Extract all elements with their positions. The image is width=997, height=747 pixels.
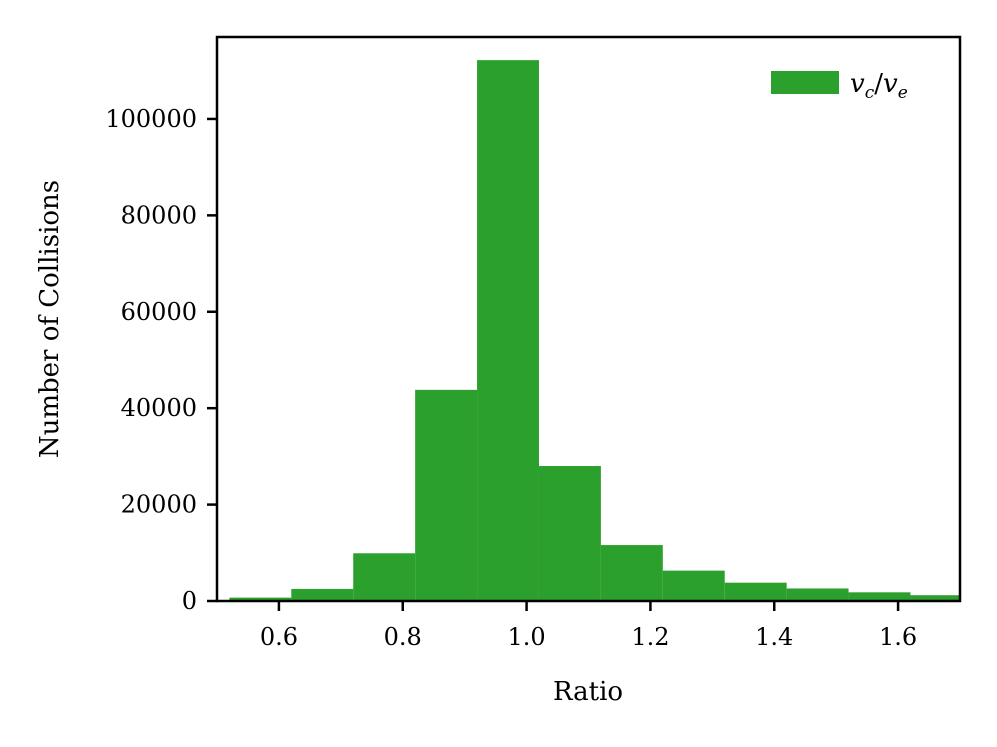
legend-swatch: [771, 71, 839, 94]
y-axis-ticks: 0 20000 40000 60000 80000 100000: [105, 105, 217, 615]
x-axis-label: Ratio: [553, 677, 623, 707]
legend-label-sub2: e: [898, 83, 908, 103]
y-tick-label: 100000: [105, 105, 197, 133]
y-tick-label: 40000: [121, 394, 197, 422]
legend-label-v1: v: [850, 69, 865, 99]
histogram-bar: [724, 582, 787, 601]
x-axis-ticks: 0.6 0.8 1.0 1.2 1.4 1.6: [260, 601, 917, 651]
legend-label-v2: v: [883, 69, 898, 99]
y-tick-label: 20000: [121, 491, 197, 519]
x-tick-label: 0.8: [384, 623, 422, 651]
legend-label-sub1: c: [865, 83, 875, 103]
x-tick-label: 1.6: [879, 623, 917, 651]
histogram-bar: [291, 588, 354, 601]
histogram-bar: [600, 545, 663, 601]
x-tick-label: 1.2: [631, 623, 669, 651]
x-tick-label: 0.6: [260, 623, 298, 651]
x-tick-label: 1.4: [755, 623, 793, 651]
histogram-bar: [910, 595, 960, 601]
legend: vc/ve: [771, 69, 908, 103]
y-axis-label: Number of Collisions: [35, 180, 65, 458]
histogram-bar: [477, 60, 539, 601]
histogram-bar: [786, 588, 849, 601]
histogram-bar: [353, 553, 416, 601]
histogram-bar: [848, 592, 911, 601]
x-tick-label: 1.0: [507, 623, 545, 651]
histogram-bar: [415, 389, 478, 601]
histogram-bar: [538, 466, 601, 601]
histogram-bar: [229, 597, 292, 601]
y-tick-label: 80000: [121, 201, 197, 229]
legend-label-slash: /: [874, 69, 883, 99]
bars-group: [229, 60, 960, 601]
legend-label: vc/ve: [850, 69, 908, 103]
y-tick-label: 0: [182, 587, 197, 615]
histogram-bar: [662, 570, 725, 601]
axes-frame: [215, 35, 962, 603]
y-tick-label: 60000: [121, 298, 197, 326]
